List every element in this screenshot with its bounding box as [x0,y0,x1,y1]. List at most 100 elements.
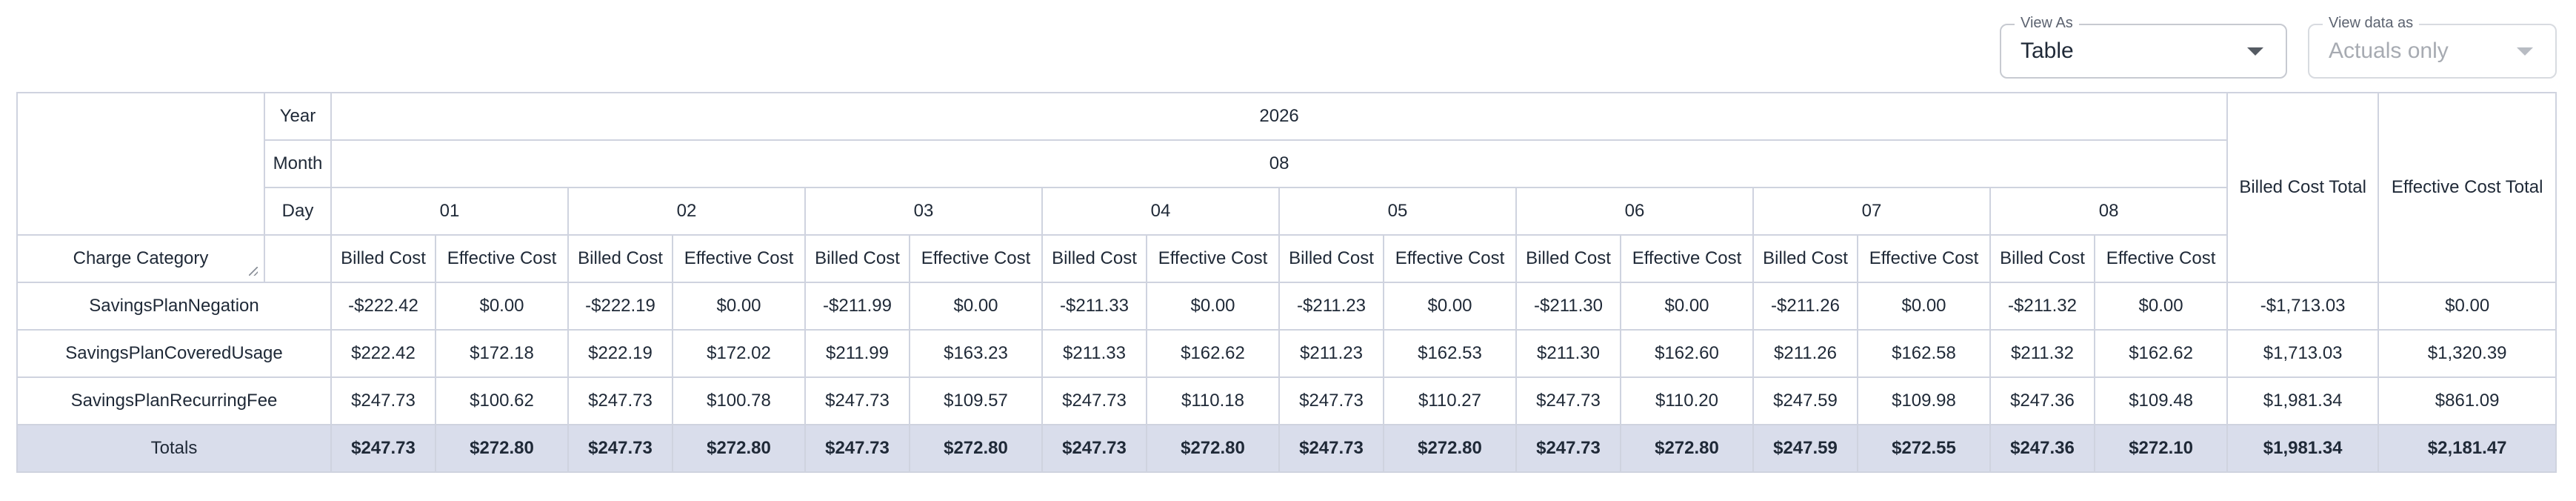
effective-cost-header[interactable]: Effective Cost [1383,234,1517,283]
effective-cost-cell: $272.80 [435,424,569,473]
billed-cost-total-cell: $1,713.03 [2226,329,2380,378]
day-header[interactable]: 07 [1752,187,1991,236]
billed-cost-header[interactable]: Billed Cost [1278,234,1384,283]
day-header[interactable]: 02 [567,187,806,236]
effective-cost-cell: $272.55 [1857,424,1991,473]
billed-cost-header[interactable]: Billed Cost [567,234,673,283]
empty-header-cell [264,234,332,283]
billed-cost-cell: -$211.26 [1752,282,1858,331]
effective-cost-total-cell: $1,320.39 [2378,329,2557,378]
billed-cost-header[interactable]: Billed Cost [330,234,436,283]
billed-cost-cell: $247.73 [330,424,436,473]
effective-cost-cell: $109.48 [2093,376,2229,425]
billed-cost-cell: $247.73 [1515,424,1621,473]
billed-cost-cell: $247.73 [1515,376,1621,425]
billed-cost-cell: -$211.30 [1515,282,1621,331]
effective-cost-header[interactable]: Effective Cost [2093,234,2229,283]
month-axis-label: Month [264,139,332,188]
day-header[interactable]: 06 [1515,187,1754,236]
header-row-metric: Charge Category Billed Cost Effective Cos… [16,234,2556,283]
effective-cost-cell: $162.58 [1857,329,1991,378]
effective-cost-cell: $162.62 [2093,329,2229,378]
effective-cost-total-cell: $2,181.47 [2378,424,2557,473]
effective-cost-cell: $172.18 [435,329,569,378]
effective-cost-cell: $272.80 [1146,424,1280,473]
billed-cost-cell: $247.73 [1041,424,1147,473]
month-header[interactable]: 08 [330,139,2229,188]
effective-cost-cell: $110.20 [1620,376,1754,425]
billed-cost-cell: -$222.42 [330,282,436,331]
effective-cost-total-cell: $861.09 [2378,376,2557,425]
effective-cost-header[interactable]: Effective Cost [1620,234,1754,283]
effective-cost-cell: $272.80 [909,424,1043,473]
billed-cost-cell: $247.73 [567,376,673,425]
chevron-down-icon [2247,47,2263,56]
billed-cost-total-cell: $1,981.34 [2226,424,2380,473]
view-data-as-value: Actuals only [2329,39,2449,63]
effective-cost-cell: $0.00 [909,282,1043,331]
billed-cost-cell: $247.73 [330,376,436,425]
billed-cost-cell: -$211.33 [1041,282,1147,331]
resize-handle-icon[interactable] [249,267,258,276]
effective-cost-cell: $162.62 [1146,329,1280,378]
effective-cost-cell: $272.80 [672,424,806,473]
view-as-value: Table [2021,39,2074,63]
billed-cost-total-cell: -$1,713.03 [2226,282,2380,331]
effective-cost-cell: $272.80 [1383,424,1517,473]
table-row: SavingsPlanRecurringFee $247.73 $100.62 $24… [16,376,2557,425]
billed-cost-cell: $247.36 [1989,376,2095,425]
effective-cost-header[interactable]: Effective Cost [435,234,569,283]
chevron-down-icon [2517,47,2533,56]
effective-cost-total-header[interactable]: Effective Cost Total [2378,92,2557,283]
charge-category-label: Charge Category [73,248,209,268]
row-label: SavingsPlanRecurringFee [16,376,332,425]
billed-cost-cell: $247.73 [804,376,910,425]
day-axis-label: Day [264,187,332,236]
effective-cost-header[interactable]: Effective Cost [1857,234,1991,283]
view-as-select[interactable]: View As Table [2000,15,2287,79]
effective-cost-header[interactable]: Effective Cost [672,234,806,283]
billed-cost-header[interactable]: Billed Cost [1041,234,1147,283]
billed-cost-cell: $211.32 [1989,329,2095,378]
row-label: SavingsPlanNegation [16,282,332,331]
effective-cost-header[interactable]: Effective Cost [1146,234,1280,283]
corner-cell [16,92,265,236]
billed-cost-total-header[interactable]: Billed Cost Total [2226,92,2380,283]
view-controls: View As Table View data as Actuals only [2000,15,2557,79]
day-header[interactable]: 08 [1989,187,2229,236]
billed-cost-cell: $211.99 [804,329,910,378]
billed-cost-cell: $211.23 [1278,329,1384,378]
view-as-label: View As [2015,15,2079,32]
billed-cost-header[interactable]: Billed Cost [804,234,910,283]
billed-cost-cell: -$211.32 [1989,282,2095,331]
billed-cost-cell: $247.59 [1752,376,1858,425]
year-header[interactable]: 2026 [330,92,2229,141]
billed-cost-header[interactable]: Billed Cost [1752,234,1858,283]
effective-cost-cell: $0.00 [435,282,569,331]
billed-cost-cell: $222.42 [330,329,436,378]
billed-cost-header[interactable]: Billed Cost [1515,234,1621,283]
totals-label: Totals [16,424,332,473]
billed-cost-cell: $247.73 [567,424,673,473]
billed-cost-cell: $211.33 [1041,329,1147,378]
header-row-day: Day 01 02 03 04 05 06 07 08 [17,187,2556,236]
effective-cost-cell: $0.00 [1857,282,1991,331]
billed-cost-cell: $247.36 [1989,424,2095,473]
effective-cost-cell: $0.00 [1146,282,1280,331]
effective-cost-header[interactable]: Effective Cost [909,234,1043,283]
billed-cost-cell: $211.30 [1515,329,1621,378]
billed-cost-cell: $247.73 [1278,376,1384,425]
effective-cost-cell: $0.00 [672,282,806,331]
billed-cost-header[interactable]: Billed Cost [1989,234,2095,283]
billed-cost-cell: -$211.99 [804,282,910,331]
pivot-table: Year 2026 Billed Cost Total Effective Co… [16,92,2557,473]
day-header[interactable]: 03 [804,187,1043,236]
view-data-as-label: View data as [2323,15,2420,32]
effective-cost-cell: $0.00 [1620,282,1754,331]
day-header[interactable]: 04 [1041,187,1280,236]
billed-cost-cell: $247.73 [1041,376,1147,425]
day-header[interactable]: 01 [330,187,569,236]
charge-category-header[interactable]: Charge Category [16,234,265,283]
billed-cost-cell: -$222.19 [567,282,673,331]
day-header[interactable]: 05 [1278,187,1517,236]
